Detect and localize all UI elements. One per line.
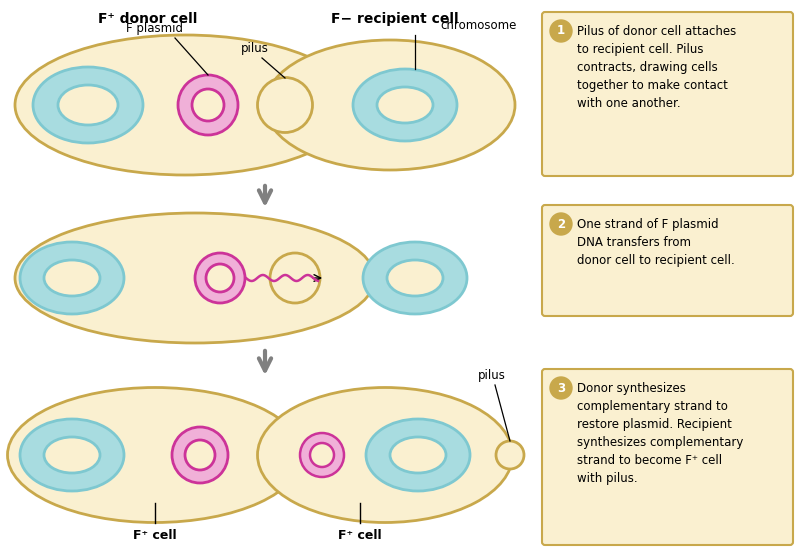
- Ellipse shape: [33, 67, 143, 143]
- Circle shape: [178, 75, 238, 135]
- Ellipse shape: [270, 253, 320, 303]
- Circle shape: [310, 443, 334, 467]
- Ellipse shape: [258, 388, 513, 522]
- Ellipse shape: [390, 437, 446, 473]
- Ellipse shape: [276, 264, 314, 292]
- FancyBboxPatch shape: [542, 12, 793, 176]
- Text: F− recipient cell: F− recipient cell: [331, 12, 459, 26]
- Text: 2: 2: [557, 217, 565, 231]
- Ellipse shape: [496, 441, 524, 469]
- Ellipse shape: [15, 213, 375, 343]
- Circle shape: [195, 253, 245, 303]
- Text: 1: 1: [557, 25, 565, 37]
- Text: One strand of F plasmid
DNA transfers from
donor cell to recipient cell.: One strand of F plasmid DNA transfers fr…: [577, 218, 734, 267]
- Ellipse shape: [44, 437, 100, 473]
- Circle shape: [185, 440, 215, 470]
- FancyBboxPatch shape: [542, 369, 793, 545]
- Ellipse shape: [20, 419, 124, 491]
- Circle shape: [192, 89, 224, 121]
- Ellipse shape: [20, 242, 124, 314]
- Text: chromosome: chromosome: [440, 19, 516, 32]
- Text: F⁺ cell: F⁺ cell: [338, 529, 382, 542]
- Circle shape: [206, 264, 234, 292]
- Text: Pilus of donor cell attaches
to recipient cell. Pilus
contracts, drawing cells
t: Pilus of donor cell attaches to recipien…: [577, 25, 736, 110]
- Text: pilus: pilus: [241, 42, 269, 55]
- Ellipse shape: [366, 419, 470, 491]
- Ellipse shape: [363, 242, 467, 314]
- Text: 3: 3: [557, 382, 565, 394]
- Ellipse shape: [7, 388, 302, 522]
- Text: Donor synthesizes
complementary strand to
restore plasmid. Recipient
synthesizes: Donor synthesizes complementary strand t…: [577, 382, 743, 485]
- Text: F⁺ cell: F⁺ cell: [133, 529, 177, 542]
- Circle shape: [300, 433, 344, 477]
- Ellipse shape: [377, 87, 433, 123]
- Text: pilus: pilus: [478, 369, 506, 382]
- Text: F⁺ donor cell: F⁺ donor cell: [98, 12, 198, 26]
- Circle shape: [550, 377, 572, 399]
- Ellipse shape: [15, 35, 355, 175]
- Ellipse shape: [258, 77, 313, 133]
- Circle shape: [550, 20, 572, 42]
- Ellipse shape: [387, 260, 443, 296]
- Ellipse shape: [353, 69, 457, 141]
- Ellipse shape: [44, 260, 100, 296]
- Circle shape: [550, 213, 572, 235]
- Text: F plasmid: F plasmid: [126, 22, 183, 35]
- Circle shape: [172, 427, 228, 483]
- Ellipse shape: [58, 85, 118, 125]
- Ellipse shape: [265, 40, 515, 170]
- FancyBboxPatch shape: [542, 205, 793, 316]
- Ellipse shape: [262, 87, 307, 123]
